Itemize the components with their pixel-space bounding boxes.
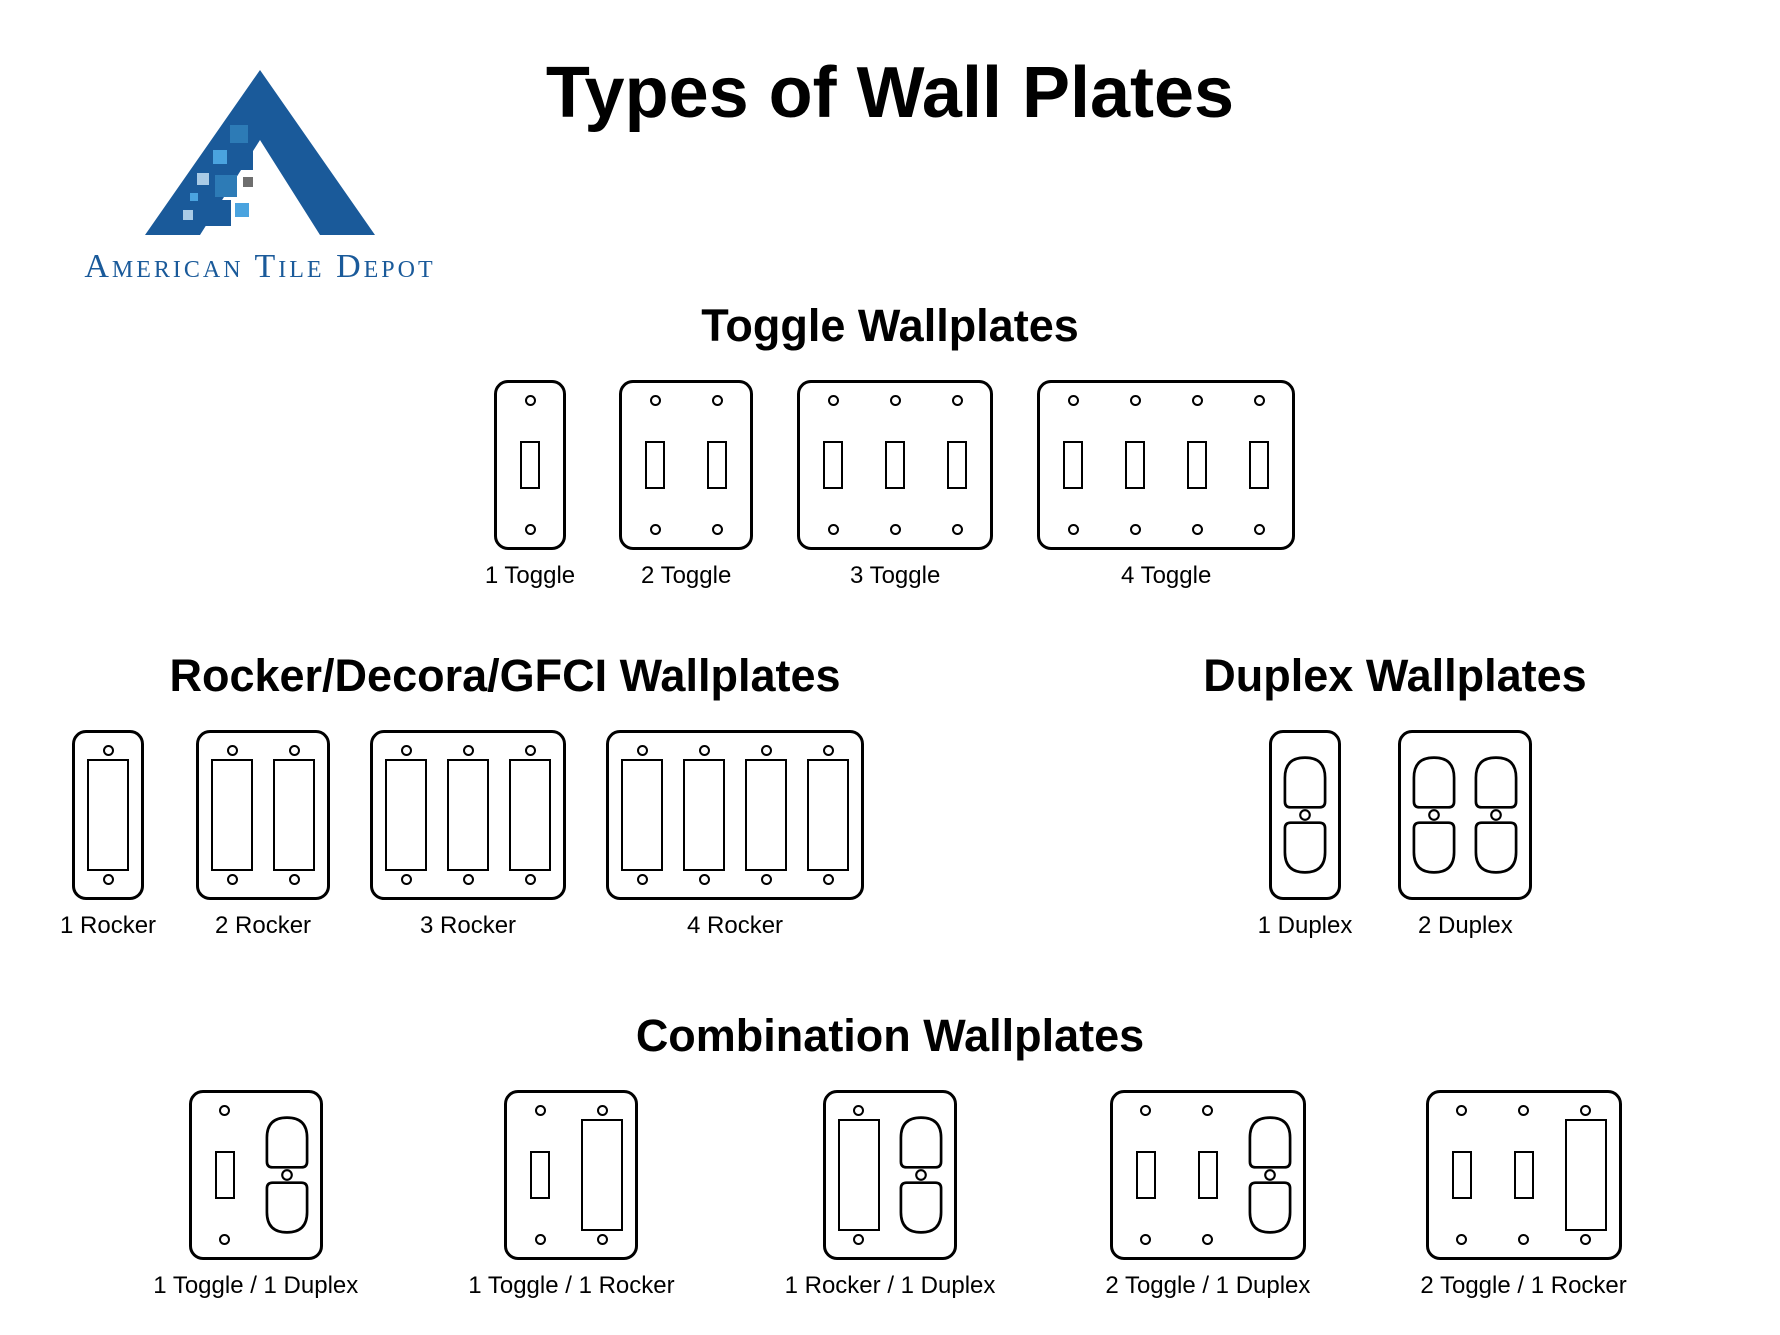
toggle-gang-icon: [194, 1093, 256, 1257]
rocker-plate-label: 4 Rocker: [606, 912, 864, 940]
toggle-gang-icon: [1115, 1093, 1177, 1257]
duplex-plate-item: 1 Duplex: [1258, 730, 1353, 940]
combo-wallplate-icon: [1426, 1090, 1622, 1260]
duplex-gang-icon: [1239, 1093, 1301, 1257]
toggle-gang-icon: [686, 383, 748, 547]
rocker-gang-icon: [828, 1093, 890, 1257]
combo-plate-item: 1 Toggle / 1 Rocker: [468, 1090, 674, 1300]
rocker-wallplate-icon: [606, 730, 864, 900]
toggle-wallplate-icon: [494, 380, 566, 550]
toggle-gang-icon: [624, 383, 686, 547]
toggle-gang-icon: [509, 1093, 571, 1257]
toggle-gang-icon: [1177, 1093, 1239, 1257]
toggle-wallplate-icon: [619, 380, 753, 550]
toggle-gang-icon: [1493, 1093, 1555, 1257]
toggle-gang-icon: [1228, 383, 1290, 547]
rocker-gang-icon: [77, 733, 139, 897]
rocker-plate-item: 2 Rocker: [196, 730, 330, 940]
combo-wallplate-icon: [189, 1090, 323, 1260]
toggle-gang-icon: [1042, 383, 1104, 547]
duplex-plate-row: 1 Duplex 2 Duplex: [1010, 730, 1780, 940]
combo-plate-item: 1 Rocker / 1 Duplex: [785, 1090, 996, 1300]
toggle-gang-icon: [864, 383, 926, 547]
toggle-plate-label: 3 Toggle: [797, 562, 993, 590]
rocker-gang-icon: [263, 733, 325, 897]
rocker-plate-label: 1 Rocker: [60, 912, 156, 940]
section-heading-duplex: Duplex Wallplates: [1010, 650, 1780, 702]
rocker-plate-item: 1 Rocker: [60, 730, 156, 940]
combo-plate-item: 2 Toggle / 1 Duplex: [1105, 1090, 1310, 1300]
toggle-plate-label: 4 Toggle: [1037, 562, 1295, 590]
toggle-plate-label: 1 Toggle: [485, 562, 575, 590]
section-heading-combo: Combination Wallplates: [0, 1010, 1780, 1062]
toggle-gang-icon: [802, 383, 864, 547]
combo-plate-label: 2 Toggle / 1 Duplex: [1105, 1272, 1310, 1300]
section-heading-toggle: Toggle Wallplates: [0, 300, 1780, 352]
rocker-wallplate-icon: [196, 730, 330, 900]
rocker-gang-icon: [797, 733, 859, 897]
toggle-gang-icon: [926, 383, 988, 547]
toggle-gang-icon: [1431, 1093, 1493, 1257]
toggle-gang-icon: [499, 383, 561, 547]
rocker-gang-icon: [437, 733, 499, 897]
rocker-gang-icon: [499, 733, 561, 897]
rocker-plate-label: 2 Rocker: [196, 912, 330, 940]
rocker-wallplate-icon: [72, 730, 144, 900]
rocker-gang-icon: [611, 733, 673, 897]
toggle-plate-item: 3 Toggle: [797, 380, 993, 590]
section-rocker: Rocker/Decora/GFCI Wallplates 1 Rocker 2 …: [0, 650, 1010, 940]
toggle-plate-row: 1 Toggle 2 Toggle 3 Toggle 4 Toggle: [0, 380, 1780, 590]
duplex-gang-icon: [1465, 733, 1527, 897]
rocker-wallplate-icon: [370, 730, 566, 900]
combo-wallplate-icon: [504, 1090, 638, 1260]
duplex-gang-icon: [256, 1093, 318, 1257]
rocker-gang-icon: [375, 733, 437, 897]
rocker-gang-icon: [571, 1093, 633, 1257]
toggle-gang-icon: [1166, 383, 1228, 547]
toggle-wallplate-icon: [797, 380, 993, 550]
section-combo: Combination Wallplates 1 Toggle / 1 Dupl…: [0, 1010, 1780, 1300]
combo-plate-item: 1 Toggle / 1 Duplex: [153, 1090, 358, 1300]
row-rocker-duplex: Rocker/Decora/GFCI Wallplates 1 Rocker 2 …: [0, 650, 1780, 940]
combo-plate-label: 1 Toggle / 1 Rocker: [468, 1272, 674, 1300]
rocker-plate-label: 3 Rocker: [370, 912, 566, 940]
rocker-gang-icon: [1555, 1093, 1617, 1257]
toggle-wallplate-icon: [1037, 380, 1295, 550]
rocker-plate-item: 3 Rocker: [370, 730, 566, 940]
section-toggle: Toggle Wallplates 1 Toggle 2 Toggle 3 Togg…: [0, 300, 1780, 590]
combo-plate-label: 1 Toggle / 1 Duplex: [153, 1272, 358, 1300]
section-duplex: Duplex Wallplates 1 Duplex 2 Duplex: [1010, 650, 1780, 940]
duplex-plate-item: 2 Duplex: [1398, 730, 1532, 940]
combo-plate-label: 1 Rocker / 1 Duplex: [785, 1272, 996, 1300]
toggle-plate-label: 2 Toggle: [619, 562, 753, 590]
rocker-plate-row: 1 Rocker 2 Rocker 3 Rocker 4 Rocker: [0, 730, 1010, 940]
combo-plate-item: 2 Toggle / 1 Rocker: [1420, 1090, 1626, 1300]
duplex-gang-icon: [1274, 733, 1336, 897]
section-heading-rocker: Rocker/Decora/GFCI Wallplates: [0, 650, 1010, 702]
logo-text: American Tile Depot: [30, 248, 490, 286]
rocker-gang-icon: [673, 733, 735, 897]
combo-plate-label: 2 Toggle / 1 Rocker: [1420, 1272, 1626, 1300]
duplex-gang-icon: [890, 1093, 952, 1257]
page-title: Types of Wall Plates: [0, 52, 1780, 134]
toggle-plate-item: 1 Toggle: [485, 380, 575, 590]
combo-wallplate-icon: [823, 1090, 957, 1260]
combo-plate-row: 1 Toggle / 1 Duplex 1 Toggle / 1 Rocker 1…: [0, 1090, 1780, 1300]
rocker-gang-icon: [735, 733, 797, 897]
duplex-plate-label: 1 Duplex: [1258, 912, 1353, 940]
duplex-plate-label: 2 Duplex: [1398, 912, 1532, 940]
toggle-gang-icon: [1104, 383, 1166, 547]
rocker-gang-icon: [201, 733, 263, 897]
rocker-plate-item: 4 Rocker: [606, 730, 864, 940]
toggle-plate-item: 4 Toggle: [1037, 380, 1295, 590]
toggle-plate-item: 2 Toggle: [619, 380, 753, 590]
duplex-wallplate-icon: [1398, 730, 1532, 900]
duplex-gang-icon: [1403, 733, 1465, 897]
combo-wallplate-icon: [1110, 1090, 1306, 1260]
duplex-wallplate-icon: [1269, 730, 1341, 900]
